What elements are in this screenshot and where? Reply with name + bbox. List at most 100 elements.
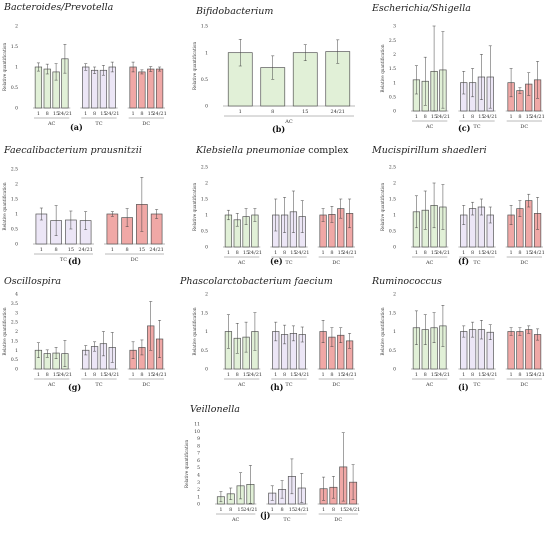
y-tick-label: 8 — [197, 443, 200, 449]
error-bar — [331, 476, 335, 499]
y-tick-label: 1.5 — [11, 197, 18, 203]
error-bar — [93, 341, 97, 352]
panel-label-g: (g) — [68, 382, 82, 392]
y-tick-label: 1 — [197, 494, 200, 500]
x-tick-label: 15 — [148, 111, 154, 117]
y-tick-label: 2.5 — [11, 167, 18, 173]
group-label-AC: AC — [47, 121, 56, 127]
panel-title-e: Klebsiella pneumoniae complex — [196, 145, 348, 156]
x-tick-label: 15 — [526, 114, 532, 120]
y-axis-label: Relative quantification — [380, 44, 385, 92]
y-tick-label: 3 — [15, 310, 18, 316]
y-tick-label: 1 — [393, 213, 396, 219]
x-tick-label: 24/21 — [342, 250, 356, 256]
y-tick-label: 2.5 — [389, 165, 396, 171]
panel-title-species: Bifidobacterium — [196, 6, 274, 17]
x-tick-label: 8 — [471, 250, 474, 256]
x-tick-label: 15 — [431, 372, 437, 378]
bar-AC-8 — [43, 68, 51, 109]
error-bar — [321, 208, 325, 222]
x-tick-label: 24/21 — [152, 111, 166, 117]
x-tick-label: 1 — [40, 247, 43, 253]
error-bar — [423, 190, 427, 230]
x-tick-label: 1 — [37, 372, 40, 378]
bar-DC-15 — [525, 200, 533, 248]
error-bar — [155, 209, 159, 219]
x-tick-label: 8 — [140, 111, 143, 117]
error-bar — [322, 476, 326, 501]
x-tick-label: 1 — [462, 250, 465, 256]
y-tick-label: 2 — [393, 52, 396, 58]
x-tick-label: 15 — [290, 372, 296, 378]
error-bar — [244, 208, 248, 225]
error-bar — [69, 210, 73, 230]
group-label-TC: TC — [283, 517, 290, 523]
y-axis-label: Relative quantification — [192, 42, 197, 90]
error-bar — [414, 195, 418, 229]
y-tick-label: 1.5 — [201, 310, 208, 316]
x-tick-label: 8 — [46, 111, 49, 117]
panel-label-c: (c) — [458, 123, 471, 133]
x-tick-label: 1 — [321, 372, 324, 378]
group-label-DC: DC — [332, 260, 340, 266]
x-tick-label: 1 — [415, 372, 418, 378]
error-bar — [110, 332, 114, 363]
error-bar — [140, 339, 144, 356]
y-tick-label: 0.5 — [11, 357, 18, 363]
y-tick-label: 2.5 — [11, 320, 18, 326]
x-tick-label: 8 — [236, 250, 239, 256]
x-tick-label: 1 — [274, 250, 277, 256]
y-tick-label: 3.5 — [11, 301, 18, 307]
y-tick-label: 1.5 — [389, 66, 396, 72]
x-tick-label: 8 — [280, 507, 283, 513]
panel-title-species: Veillonella — [190, 404, 240, 415]
error-bar — [432, 312, 436, 343]
bar-TC-24/21 — [108, 66, 116, 109]
error-bar — [101, 65, 105, 76]
error-bar — [471, 201, 475, 216]
y-tick-label: 0 — [205, 104, 208, 110]
y-tick-label: 2 — [15, 182, 18, 188]
y-axis-label: Relative quantification — [2, 43, 7, 91]
group-label-DC: DC — [520, 382, 528, 388]
bar-DC-8 — [138, 71, 146, 109]
x-tick-label: 15 — [68, 247, 74, 253]
y-tick-label: 5 — [197, 465, 200, 471]
y-tick-label: 2 — [393, 292, 396, 298]
bar-DC-8 — [516, 331, 524, 370]
x-tick-label: 15 — [237, 507, 243, 513]
y-tick-label: 0 — [15, 367, 18, 373]
x-tick-label: 1 — [84, 111, 87, 117]
error-bar — [63, 44, 67, 74]
error-bar — [471, 68, 475, 98]
x-tick-label: 24/21 — [152, 372, 166, 378]
group-label-AC: AC — [231, 517, 240, 523]
x-tick-label: 8 — [330, 372, 333, 378]
bar-TC-8 — [90, 69, 99, 109]
error-bar — [336, 39, 340, 64]
error-bar — [238, 39, 242, 67]
x-tick-label: 24/21 — [530, 114, 544, 120]
x-tick-label: 8 — [518, 372, 521, 378]
x-tick-label: 15 — [478, 372, 484, 378]
x-tick-label: 24/21 — [243, 507, 257, 513]
y-tick-label: 2 — [205, 292, 208, 298]
x-tick-label: 15 — [243, 250, 249, 256]
x-tick-label: 1 — [131, 372, 134, 378]
y-tick-label: 1 — [393, 80, 396, 86]
y-tick-label: 1.5 — [11, 44, 18, 50]
error-bar — [423, 314, 427, 345]
error-bar — [351, 464, 355, 500]
x-tick-label: 8 — [93, 372, 96, 378]
y-axis-label: Relative quantification — [380, 307, 385, 355]
error-bar — [339, 198, 343, 219]
group-label-TC: TC — [473, 382, 480, 388]
x-tick-label: 8 — [283, 372, 286, 378]
y-tick-label: 0.5 — [201, 77, 208, 83]
x-tick-label: 15 — [478, 114, 484, 120]
x-tick-label: 24/21 — [149, 247, 163, 253]
error-bar — [462, 205, 466, 225]
error-bar — [110, 61, 114, 73]
bar-DC-1 — [129, 66, 137, 109]
x-tick-label: 8 — [229, 507, 232, 513]
